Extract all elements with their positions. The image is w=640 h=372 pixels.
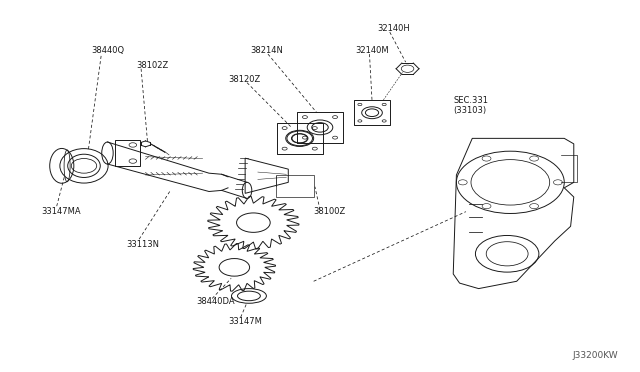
Text: J33200KW: J33200KW (573, 351, 618, 360)
Text: 32140H: 32140H (377, 24, 410, 33)
Text: 38214N: 38214N (250, 46, 283, 55)
Text: 33147MA: 33147MA (41, 207, 81, 216)
Text: 38440Q: 38440Q (92, 46, 125, 55)
Bar (277, 123, 323, 154)
Text: 33113N: 33113N (127, 240, 159, 249)
Bar (115, 140, 140, 166)
Bar (297, 112, 343, 143)
Text: 33147M: 33147M (228, 317, 262, 326)
Text: SEC.331
(33103): SEC.331 (33103) (453, 96, 488, 115)
Text: 38440DA: 38440DA (196, 297, 235, 306)
Text: 38120Z: 38120Z (228, 75, 260, 84)
Text: 38102Z: 38102Z (136, 61, 168, 70)
Text: 38100Z: 38100Z (314, 207, 346, 216)
Text: 32140M: 32140M (355, 46, 388, 55)
Bar (354, 100, 390, 125)
